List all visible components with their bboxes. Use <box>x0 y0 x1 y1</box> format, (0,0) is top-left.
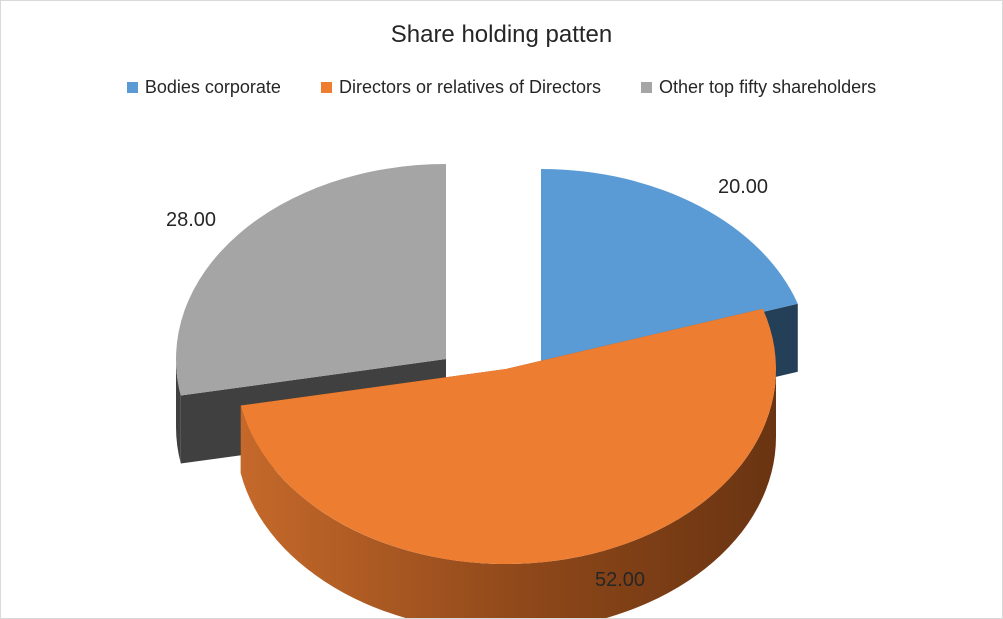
pie-slice-wall-directors-0 <box>240 369 776 618</box>
pie-slice-top-other-shareholders <box>175 164 446 396</box>
legend-label-bodies-corporate: Bodies corporate <box>144 77 281 97</box>
pie-slice-top-directors <box>240 308 776 564</box>
data-label-other-shareholders: 28.00 <box>166 209 216 231</box>
legend-label-other-shareholders: Other top fifty shareholders <box>659 77 877 97</box>
legend-swatch-other-shareholders <box>641 82 653 93</box>
data-label-directors: 52.00 <box>595 569 645 591</box>
legend: Bodies corporate Directors or relatives … <box>1 77 1002 98</box>
data-label-bodies-corporate: 20.00 <box>718 176 768 198</box>
legend-swatch-directors <box>320 82 332 93</box>
legend-item-directors: Directors or relatives of Directors <box>320 77 602 98</box>
legend-item-other-shareholders: Other top fifty shareholders <box>641 77 876 98</box>
pie-slice-directors <box>240 308 776 618</box>
pie-slice-top-bodies-corporate <box>541 169 798 364</box>
legend-label-directors: Directors or relatives of Directors <box>338 77 602 97</box>
legend-swatch-bodies-corporate <box>126 82 138 93</box>
legend-item-bodies-corporate: Bodies corporate <box>126 77 281 98</box>
chart-title: Share holding patten <box>390 21 613 48</box>
pie-slice-wall-other-shareholders-0 <box>176 359 181 464</box>
